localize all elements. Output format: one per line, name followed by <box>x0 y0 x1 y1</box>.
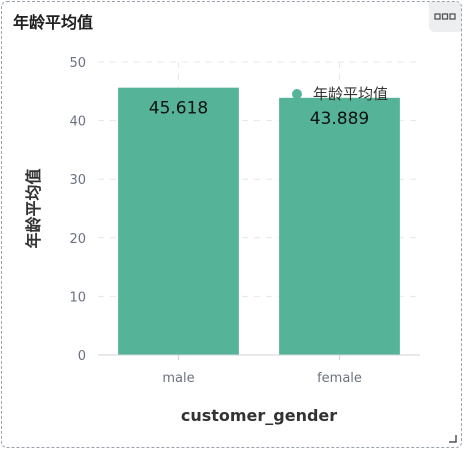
x-axis-ticks: male female <box>162 355 362 386</box>
y-tick-label: 20 <box>69 232 86 247</box>
bars <box>118 87 400 356</box>
resize-handle-icon[interactable] <box>449 435 457 443</box>
bar-male[interactable] <box>118 87 239 355</box>
legend[interactable]: 年龄平均值 <box>292 85 388 103</box>
y-tick-label: 30 <box>69 173 86 188</box>
x-axis-title: customer_gender <box>181 406 337 425</box>
y-tick-label: 0 <box>78 349 86 364</box>
more-horizontal-icon <box>434 13 456 20</box>
panel-title: 年龄平均值 <box>13 13 94 32</box>
legend-label: 年龄平均值 <box>313 85 388 103</box>
data-label: 45.618 <box>149 99 208 119</box>
x-tick-label: female <box>317 371 362 386</box>
y-tick-label: 50 <box>69 56 86 71</box>
data-labels: 45.618 43.889 <box>149 99 369 129</box>
y-axis-title: 年龄平均值 <box>24 168 43 248</box>
bar-female[interactable] <box>279 97 400 356</box>
y-tick-label: 10 <box>69 290 86 305</box>
panel-menu-button[interactable] <box>429 2 461 32</box>
legend-marker <box>292 89 302 99</box>
x-tick-label: male <box>162 371 194 386</box>
data-label: 43.889 <box>310 109 369 129</box>
y-axis-ticks: 0 10 20 30 40 50 <box>69 56 86 364</box>
y-tick-label: 40 <box>69 115 86 130</box>
